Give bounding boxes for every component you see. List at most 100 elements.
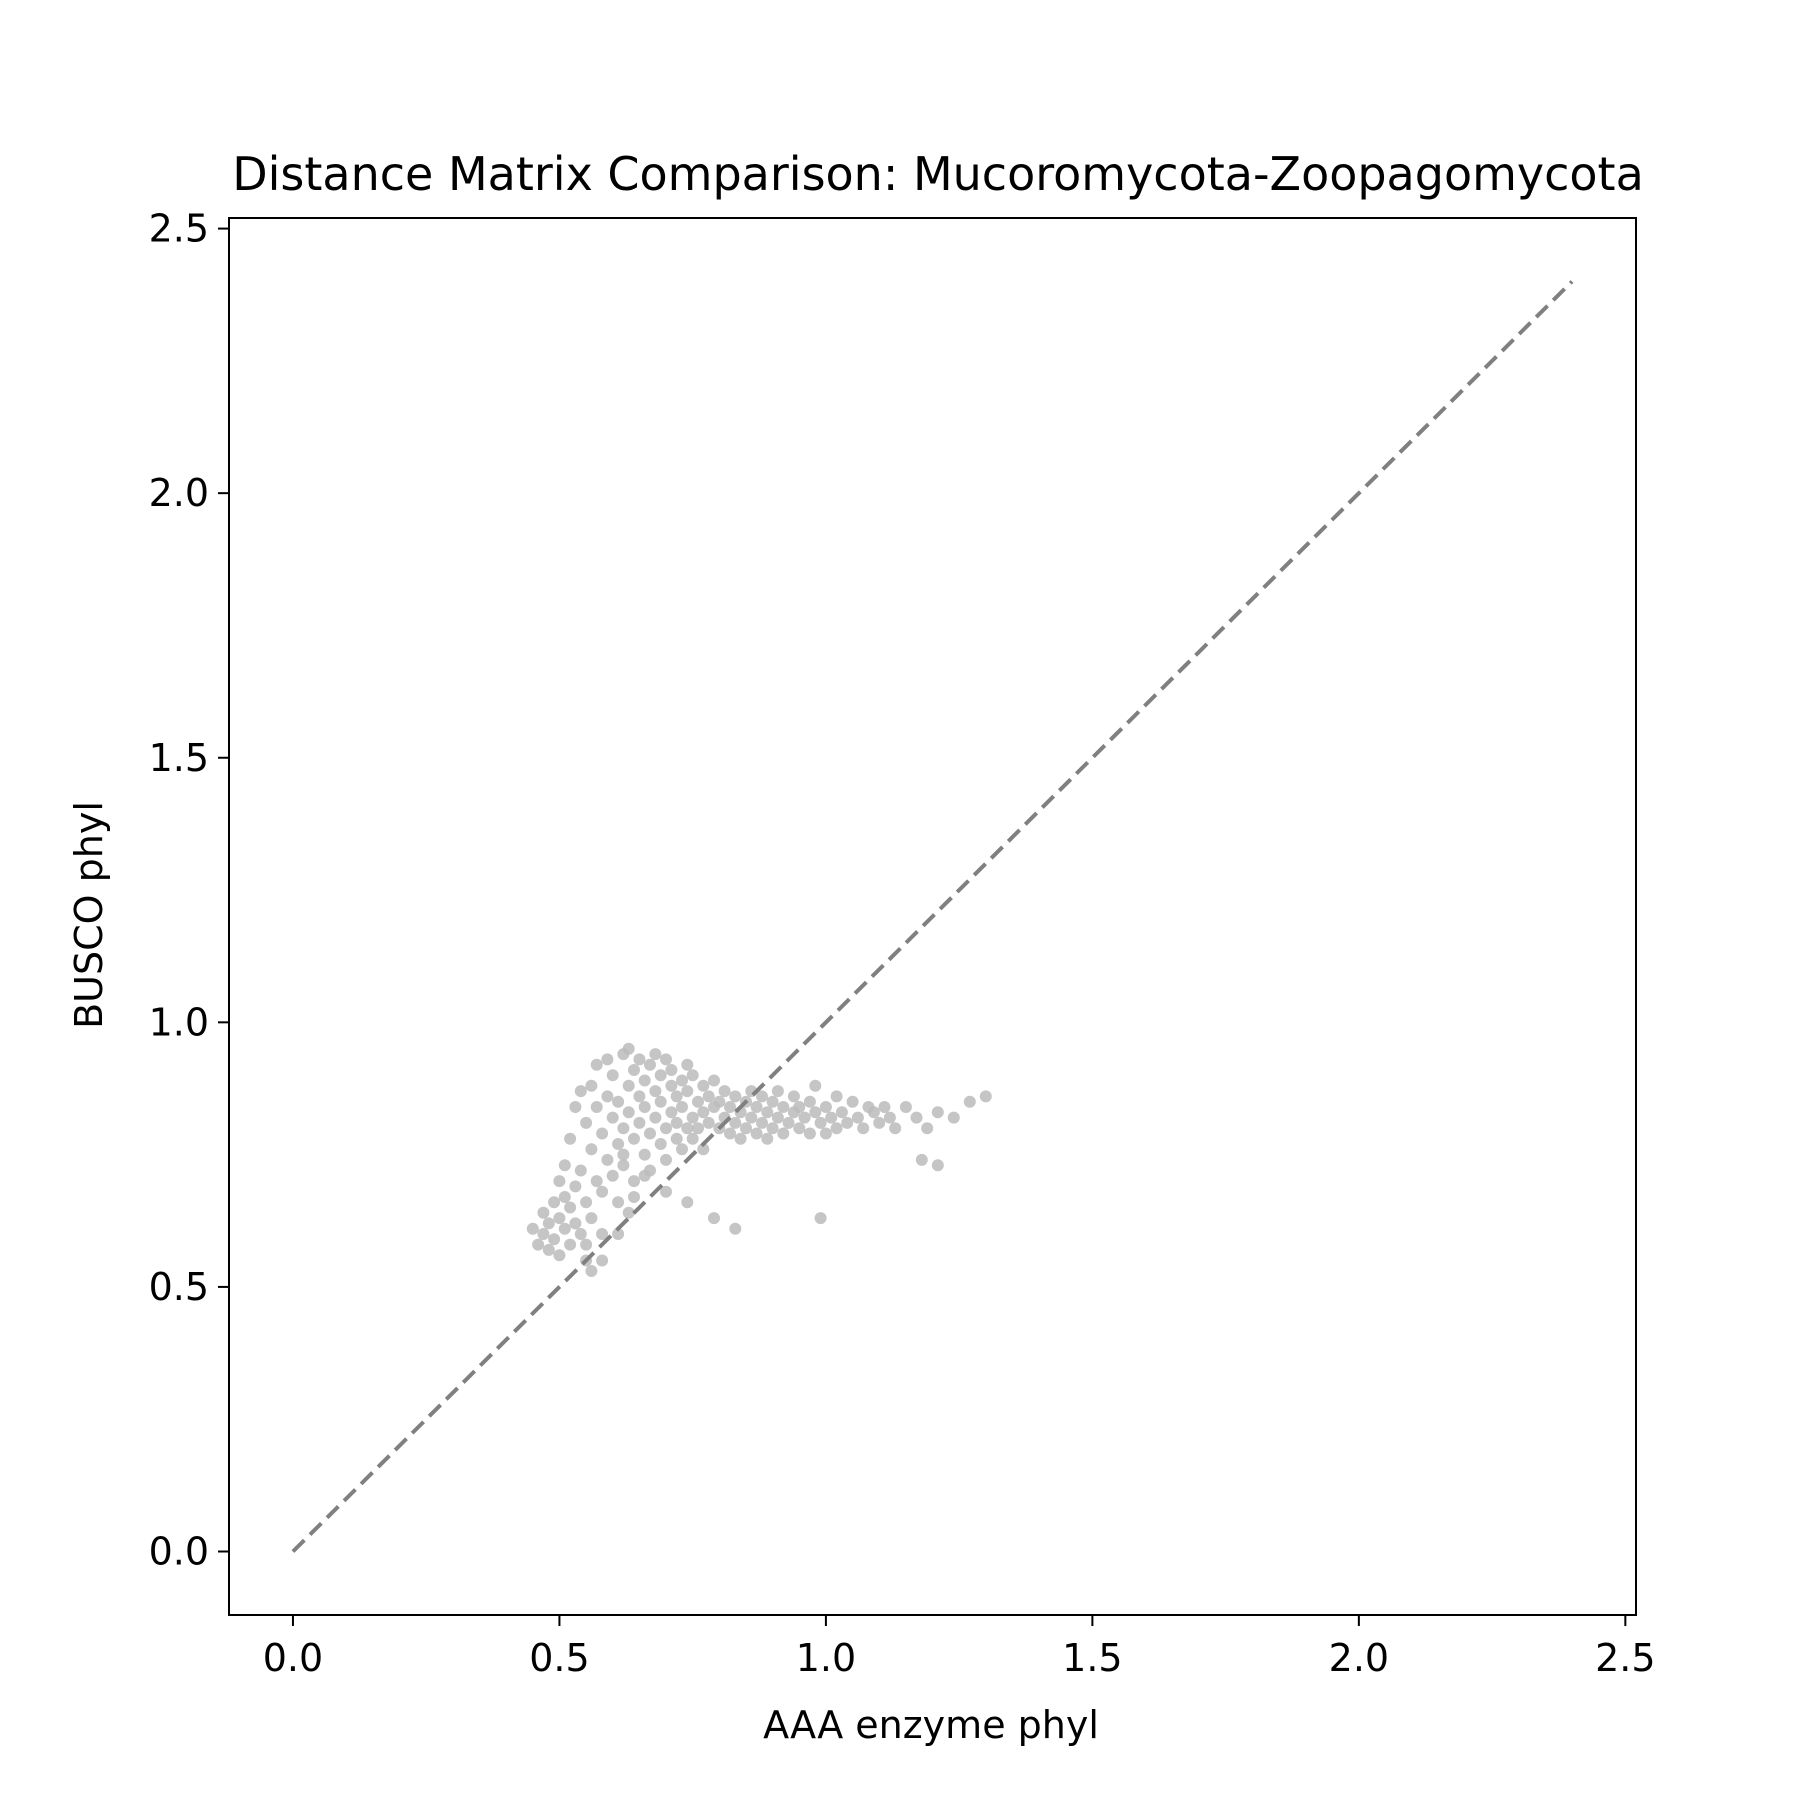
data-point bbox=[665, 1079, 678, 1092]
data-point bbox=[585, 1143, 598, 1156]
data-point bbox=[601, 1153, 614, 1166]
data-point bbox=[638, 1074, 651, 1087]
data-point bbox=[873, 1116, 886, 1129]
data-point bbox=[857, 1122, 870, 1135]
data-point bbox=[665, 1106, 678, 1119]
data-point bbox=[793, 1101, 806, 1113]
data-point bbox=[963, 1095, 976, 1108]
data-point bbox=[686, 1111, 699, 1124]
data-point bbox=[574, 1085, 587, 1098]
data-point bbox=[681, 1196, 694, 1209]
data-point bbox=[628, 1132, 640, 1145]
data-point bbox=[724, 1101, 736, 1113]
x-axis-ticks: 0.0 0.5 1.0 1.5 2.0 2.5 bbox=[263, 1615, 1656, 1680]
y-tick-label: 2.5 bbox=[149, 207, 209, 251]
data-point bbox=[654, 1069, 667, 1082]
y-axis-label: BUSCO phyl bbox=[67, 801, 111, 1029]
data-point bbox=[676, 1143, 688, 1156]
data-point bbox=[947, 1111, 960, 1124]
x-tick-label: 0.5 bbox=[529, 1636, 589, 1680]
data-point bbox=[596, 1228, 609, 1240]
data-point bbox=[819, 1127, 832, 1140]
data-point bbox=[771, 1111, 784, 1124]
data-point bbox=[777, 1127, 790, 1140]
data-point bbox=[596, 1185, 609, 1198]
data-point bbox=[617, 1148, 630, 1161]
data-point bbox=[580, 1116, 593, 1129]
data-point bbox=[558, 1191, 571, 1203]
data-point bbox=[670, 1116, 683, 1129]
data-point bbox=[596, 1127, 609, 1140]
data-point bbox=[782, 1116, 795, 1129]
data-point bbox=[745, 1111, 758, 1124]
data-point bbox=[676, 1101, 688, 1113]
data-point bbox=[734, 1132, 747, 1145]
data-point bbox=[851, 1111, 864, 1124]
data-point bbox=[809, 1106, 822, 1119]
data-point bbox=[702, 1090, 715, 1103]
data-point bbox=[814, 1116, 827, 1129]
reference-line bbox=[291, 280, 1574, 1553]
data-point bbox=[708, 1212, 720, 1225]
data-point bbox=[564, 1201, 577, 1214]
data-point bbox=[830, 1122, 843, 1135]
data-point bbox=[622, 1042, 635, 1055]
data-point bbox=[622, 1106, 635, 1119]
chart-title: Distance Matrix Comparison: Mucoromycota… bbox=[232, 147, 1644, 201]
data-point bbox=[681, 1058, 694, 1071]
data-point bbox=[899, 1101, 912, 1113]
data-point bbox=[846, 1095, 859, 1108]
data-point bbox=[654, 1095, 667, 1108]
data-point bbox=[697, 1079, 710, 1092]
data-point bbox=[628, 1191, 640, 1203]
data-point bbox=[798, 1111, 811, 1124]
data-point bbox=[553, 1212, 566, 1225]
data-point bbox=[803, 1095, 816, 1108]
data-point bbox=[564, 1132, 577, 1145]
x-tick-label: 2.5 bbox=[1595, 1636, 1655, 1680]
data-point bbox=[537, 1228, 550, 1240]
y-tick-label: 1.5 bbox=[149, 736, 209, 780]
data-point bbox=[601, 1053, 614, 1066]
data-point bbox=[564, 1238, 577, 1251]
data-point bbox=[633, 1090, 646, 1103]
data-point bbox=[729, 1116, 742, 1129]
data-point bbox=[692, 1095, 704, 1108]
x-axis-label: AAA enzyme phyl bbox=[763, 1703, 1099, 1747]
data-point bbox=[612, 1196, 625, 1209]
data-point bbox=[686, 1069, 699, 1082]
plot-frame bbox=[228, 217, 1637, 1616]
data-point bbox=[766, 1095, 779, 1108]
data-point bbox=[660, 1122, 672, 1135]
y-axis-ticks: 0.0 0.5 1.0 1.5 2.0 2.5 bbox=[149, 207, 229, 1574]
data-point bbox=[526, 1222, 539, 1235]
data-point bbox=[558, 1159, 571, 1172]
data-point bbox=[569, 1180, 582, 1193]
data-point bbox=[766, 1122, 779, 1135]
x-tick-label: 2.0 bbox=[1329, 1636, 1389, 1680]
data-point bbox=[883, 1111, 896, 1124]
data-point bbox=[574, 1164, 587, 1177]
data-point bbox=[878, 1101, 891, 1113]
data-point bbox=[793, 1122, 806, 1135]
data-point bbox=[644, 1127, 656, 1140]
data-point bbox=[681, 1085, 694, 1098]
data-point bbox=[660, 1185, 672, 1198]
data-point bbox=[553, 1175, 566, 1188]
data-point bbox=[718, 1085, 731, 1098]
data-point bbox=[622, 1079, 635, 1092]
data-point bbox=[910, 1111, 923, 1124]
data-point bbox=[612, 1095, 625, 1108]
data-point bbox=[686, 1132, 699, 1145]
data-point bbox=[830, 1090, 843, 1103]
data-point bbox=[708, 1074, 720, 1087]
data-point bbox=[537, 1206, 550, 1219]
data-point bbox=[931, 1159, 944, 1172]
data-point bbox=[580, 1196, 593, 1209]
data-point bbox=[633, 1053, 646, 1066]
data-point bbox=[665, 1064, 678, 1076]
data-point bbox=[628, 1175, 640, 1188]
data-point bbox=[756, 1116, 768, 1129]
data-point bbox=[692, 1122, 704, 1135]
